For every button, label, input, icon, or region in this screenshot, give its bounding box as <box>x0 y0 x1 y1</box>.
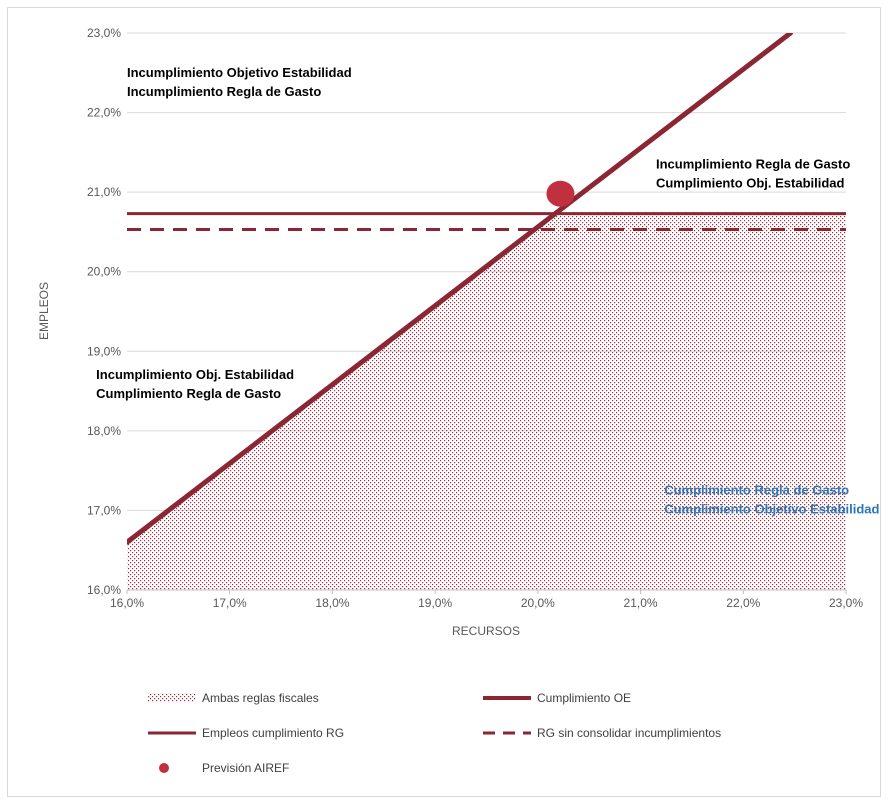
y-tick-label: 20,0% <box>87 265 121 279</box>
x-tick-label: 23,0% <box>829 596 863 610</box>
chart-frame <box>7 7 881 797</box>
y-tick-label: 18,0% <box>87 424 121 438</box>
legend-label: Empleos cumplimiento RG <box>202 726 344 740</box>
x-tick-label: 18,0% <box>315 596 349 610</box>
y-tick-label: 23,0% <box>87 26 121 40</box>
legend-label: Ambas reglas fiscales <box>202 691 319 705</box>
y-tick-label: 22,0% <box>87 106 121 120</box>
series-cumplimiento-oe <box>127 33 794 545</box>
y-tick-label: 19,0% <box>87 344 121 358</box>
legend-item: Cumplimiento OE <box>483 691 631 705</box>
region-label: Cumplimiento Obj. Estabilidad <box>656 175 845 190</box>
legend-label: RG sin consolidar incumplimientos <box>537 726 721 740</box>
point-prevision-airef <box>546 180 575 207</box>
legend-item: Ambas reglas fiscales <box>148 691 319 705</box>
x-tick-label: 20,0% <box>521 596 555 610</box>
legend-label: Cumplimiento OE <box>537 691 631 705</box>
legend-swatch-dotted <box>148 693 196 702</box>
y-axis-title: EMPLEOS <box>37 282 51 340</box>
y-tick-label: 17,0% <box>87 503 121 517</box>
region-label: Cumplimiento Regla de Gasto <box>96 386 281 401</box>
y-tick-label: 16,0% <box>87 583 121 597</box>
legend-item: RG sin consolidar incumplimientos <box>483 726 721 740</box>
x-tick-label: 21,0% <box>624 596 658 610</box>
region-label: Cumplimiento Regla de Gasto <box>664 483 849 498</box>
region-label: Incumplimiento Objetivo Estabilidad <box>127 65 352 80</box>
legend-item: Empleos cumplimiento RG <box>148 726 344 740</box>
legend-swatch-marker <box>159 763 169 773</box>
x-tick-label: 17,0% <box>213 596 247 610</box>
x-tick-label: 19,0% <box>418 596 452 610</box>
x-tick-label: 16,0% <box>110 596 144 610</box>
x-tick-label: 22,0% <box>726 596 760 610</box>
area-ambas-reglas <box>127 213 846 590</box>
legend-item: Previsión AIREF <box>159 761 289 775</box>
legend-label: Previsión AIREF <box>202 761 289 775</box>
region-label: Incumplimiento Obj. Estabilidad <box>96 367 294 382</box>
region-label: Incumplimiento Regla de Gasto <box>656 156 850 171</box>
y-tick-label: 21,0% <box>87 185 121 199</box>
region-label: Incumplimiento Regla de Gasto <box>127 84 321 99</box>
region-label: Cumplimiento Objetivo Estabilidad <box>664 502 879 517</box>
x-axis-title: RECURSOS <box>452 624 520 638</box>
